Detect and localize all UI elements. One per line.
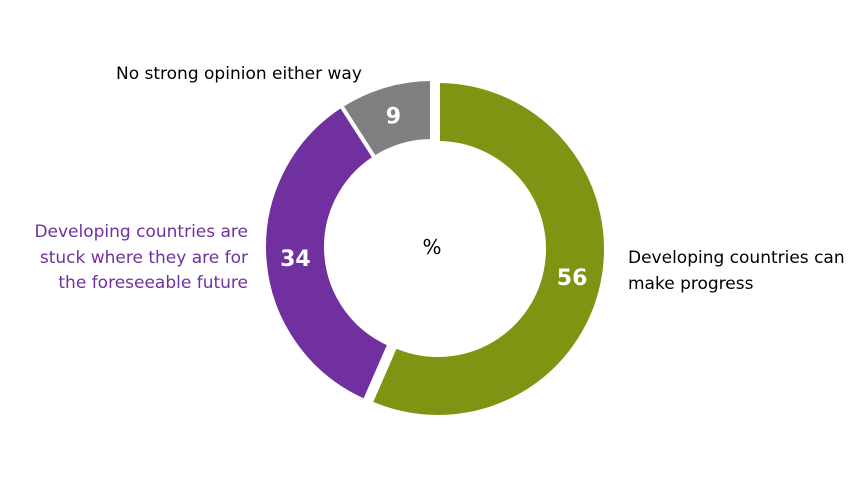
data-label-stuck: 34 bbox=[280, 247, 311, 272]
label-progress: Developing countries can make progress bbox=[628, 248, 845, 294]
slice-no-opinion bbox=[338, 76, 434, 161]
center-label: % bbox=[422, 235, 441, 259]
data-label-no-opinion: 9 bbox=[386, 105, 401, 130]
slice-stuck bbox=[262, 102, 393, 404]
data-label-progress: 56 bbox=[557, 266, 588, 291]
slice-progress bbox=[368, 78, 608, 419]
label-stuck: Developing countries are stuck where the… bbox=[34, 222, 248, 293]
label-no-opinion: No strong opinion either way bbox=[116, 64, 362, 84]
